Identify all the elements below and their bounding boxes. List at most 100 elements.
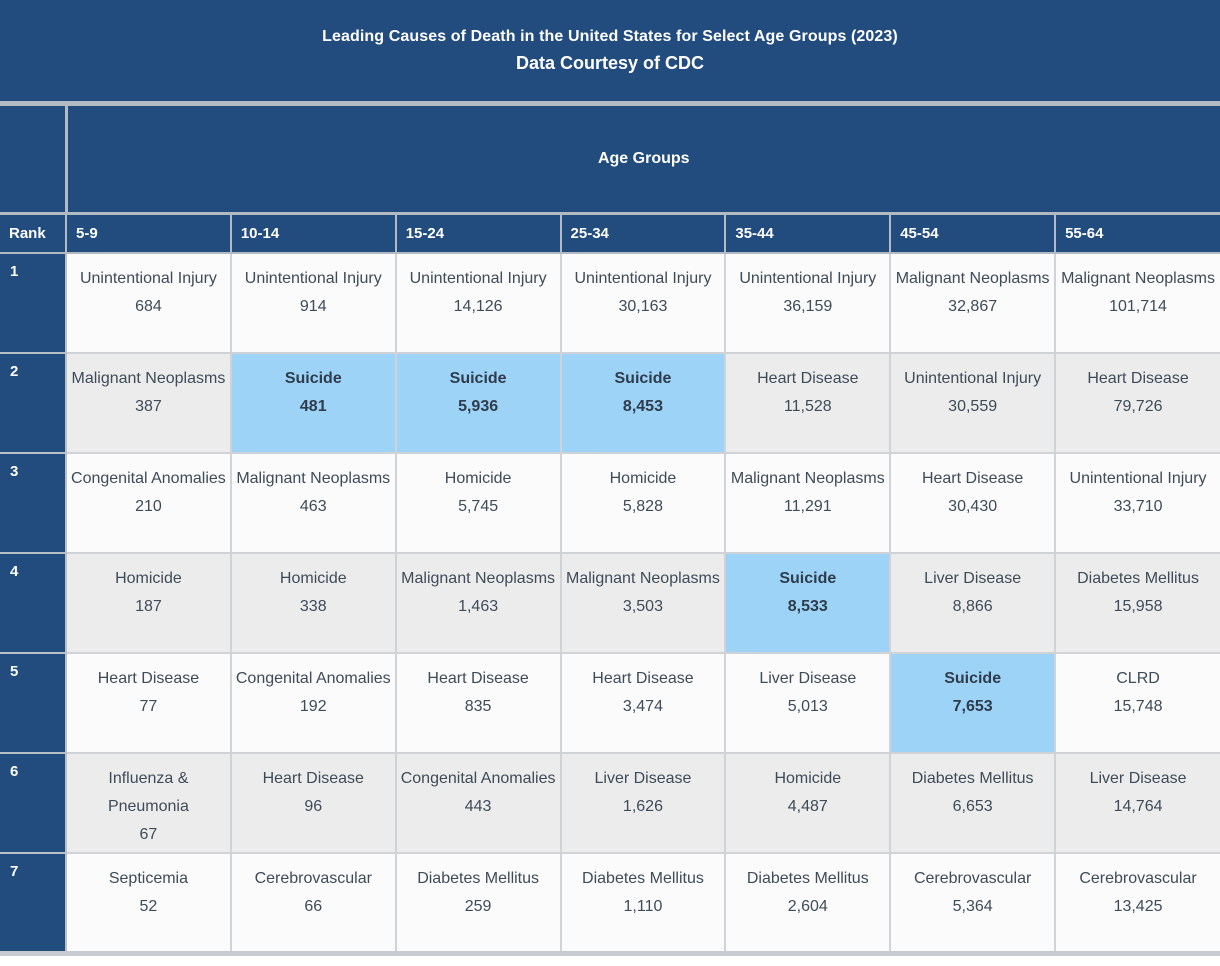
death-count: 101,714 [1109,298,1167,315]
cause-name: Unintentional Injury [244,270,382,287]
rank-cell: 2 [0,352,67,454]
cause-name: Heart Disease [921,470,1024,487]
table-row: 5 Heart Disease 77 Congenital Anomalies 192 H… [0,652,1220,754]
rank-cell: 6 [0,752,67,854]
cause-cell: Congenital Anomalies 210 [65,452,232,554]
cause-cell: Suicide 8,533 [724,552,892,654]
chart-title-band: Leading Causes of Death in the United St… [0,0,1220,101]
cause-cell: Diabetes Mellitus 259 [394,852,562,954]
cause-cell: Heart Disease 77 [65,652,232,754]
death-count: 52 [139,898,158,915]
death-count: 77 [139,698,158,715]
rank-cell: 5 [0,652,67,754]
cause-name: Homicide [279,570,347,587]
death-count: 14,126 [453,298,503,315]
cause-name: Homicide [444,470,512,487]
death-count: 259 [464,898,492,915]
cause-cell: Malignant Neoplasms 11,291 [724,452,892,554]
death-count: 33,710 [1113,498,1163,515]
cause-cell: Diabetes Mellitus 1,110 [559,852,727,954]
cause-name: Malignant Neoplasms [566,570,720,587]
cause-name: Suicide [284,370,342,387]
cause-cell: Malignant Neoplasms 101,714 [1054,252,1220,354]
cause-cell: Heart Disease 96 [229,752,397,854]
cause-cell: Suicide 481 [229,352,397,454]
death-count: 914 [299,298,327,315]
cause-cell: CLRD 15,748 [1054,652,1220,754]
cause-name: Malignant Neoplasms [236,470,391,487]
cause-cell: Cerebrovascular 66 [229,852,397,954]
cause-cell: Homicide 187 [65,552,232,654]
age-column-header: 15-24 [394,212,562,254]
death-count: 5,936 [458,398,499,415]
age-groups-header: Age Groups [64,103,1220,215]
cause-name: Liver Disease [1089,770,1187,787]
cause-cell: Malignant Neoplasms 32,867 [889,252,1057,354]
cause-cell: Malignant Neoplasms 387 [65,352,232,454]
cause-cell: Heart Disease 79,726 [1054,352,1220,454]
cause-name: Suicide [614,370,672,387]
death-count: 30,559 [948,398,998,415]
cause-name: Cerebrovascular [254,870,372,887]
death-count: 67 [139,826,158,843]
cause-cell: Unintentional Injury 914 [229,252,397,354]
death-count: 5,364 [952,898,993,915]
cause-cell: Septicemia 52 [65,852,232,954]
death-count: 463 [299,498,327,515]
cause-cell: Diabetes Mellitus 6,653 [889,752,1057,854]
cause-cell: Homicide 338 [229,552,397,654]
cause-name: Unintentional Injury [739,270,877,287]
cause-cell: Unintentional Injury 684 [65,252,232,354]
table-row: 2 Malignant Neoplasms 387 Suicide 481 Suicide… [0,352,1220,454]
table-row: 6 Influenza & Pneumonia 67 Heart Disease 96 C… [0,752,1220,854]
death-count: 835 [464,698,492,715]
cause-cell: Homicide 5,828 [559,452,727,554]
death-count: 210 [135,498,162,515]
cause-name: Heart Disease [1087,370,1189,387]
cause-name: Homicide [609,470,677,487]
cause-name: Liver Disease [594,770,692,787]
cause-cell: Heart Disease 3,474 [559,652,727,754]
cause-cell: Homicide 4,487 [724,752,892,854]
death-count: 79,726 [1113,398,1163,415]
cause-name: Heart Disease [757,370,859,387]
cause-cell: Suicide 8,453 [559,352,727,454]
death-count: 5,745 [458,498,499,515]
cause-name: Diabetes Mellitus [746,870,869,887]
death-count: 7,653 [952,698,993,715]
cause-cell: Homicide 5,745 [394,452,562,554]
death-count: 8,533 [787,598,828,615]
cause-name: CLRD [1116,670,1160,687]
cause-cell: Malignant Neoplasms 463 [229,452,397,554]
cause-cell: Congenital Anomalies 192 [229,652,397,754]
cause-cell: Unintentional Injury 14,126 [394,252,562,354]
cause-name: Liver Disease [759,670,857,687]
table-row: 4 Homicide 187 Homicide 338 Malignant Neoplas… [0,552,1220,654]
cause-cell: Influenza & Pneumonia 67 [65,752,232,854]
age-column-header: 25-34 [559,212,727,254]
corner-cell [0,103,68,215]
cause-name: Malignant Neoplasms [1061,270,1215,287]
death-count: 8,453 [622,398,663,415]
cause-cell: Unintentional Injury 30,163 [559,252,727,354]
death-count: 192 [299,698,327,715]
cause-cell: Unintentional Injury 36,159 [724,252,892,354]
cause-cell: Liver Disease 8,866 [889,552,1057,654]
cause-name: Homicide [115,570,182,587]
death-count: 14,764 [1113,798,1163,815]
cause-cell: Suicide 5,936 [394,352,562,454]
death-count: 2,604 [787,898,828,915]
death-count: 481 [299,398,327,415]
cause-cell: Diabetes Mellitus 15,958 [1054,552,1220,654]
cause-cell: Unintentional Injury 30,559 [889,352,1057,454]
death-count: 338 [299,598,327,615]
cause-name: Heart Disease [97,670,200,687]
cause-name: Suicide [944,670,1002,687]
cause-cell: Suicide 7,653 [889,652,1057,754]
death-count: 5,828 [622,498,663,515]
cause-name: Unintentional Injury [574,270,712,287]
death-count: 5,013 [787,698,828,715]
cause-name: Malignant Neoplasms [71,370,226,387]
cause-name: Malignant Neoplasms [401,570,556,587]
rank-cell: 1 [0,252,67,354]
